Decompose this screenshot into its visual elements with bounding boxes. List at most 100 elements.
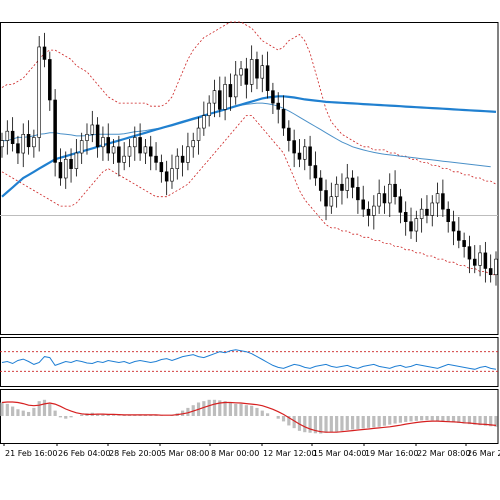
candle-body	[303, 146, 307, 160]
candle-body	[276, 102, 280, 110]
candle-body	[122, 155, 126, 163]
candle-body	[154, 155, 158, 163]
candle-body	[403, 212, 408, 222]
candle-body	[63, 158, 68, 179]
candle-body	[308, 146, 312, 166]
x-tick-label: 15 Mar 04:00	[313, 449, 366, 458]
candle-body	[249, 59, 254, 85]
candle-body	[318, 177, 323, 191]
candle-body	[478, 252, 482, 266]
candle-body	[446, 208, 450, 222]
candle-body	[127, 146, 132, 157]
moving-average-slow-line	[1, 95, 497, 198]
candle-body	[472, 258, 477, 266]
candle-body	[393, 183, 397, 198]
candle-body	[207, 102, 211, 116]
candle-body	[5, 130, 10, 141]
envelope-lower-line	[1, 115, 496, 276]
candle-body	[260, 65, 265, 79]
candle-body	[430, 202, 435, 216]
candle-body	[186, 146, 190, 163]
candle-body	[361, 199, 365, 210]
candle-body	[138, 137, 142, 154]
candle-body	[32, 137, 36, 148]
candle-body	[212, 90, 217, 104]
candle-body	[287, 127, 291, 141]
candle-body	[467, 246, 472, 260]
candle-body	[409, 221, 413, 232]
main-price-panel	[0, 21, 499, 335]
candle-body	[170, 168, 174, 182]
candle-body	[223, 84, 227, 110]
candle-body	[26, 134, 31, 148]
candle-body	[111, 146, 116, 154]
x-tick-label: 5 Mar 08:00	[161, 449, 209, 458]
candle-body	[48, 59, 52, 101]
candle-body	[191, 140, 195, 148]
candle-body	[494, 258, 498, 276]
candle-body	[239, 68, 243, 76]
candle-body	[488, 268, 493, 276]
candle-body	[297, 152, 302, 160]
candle-body	[106, 137, 110, 154]
macd-panel-frame	[0, 389, 499, 444]
candle-body	[255, 59, 259, 79]
candle-body	[366, 208, 371, 216]
candle-body	[292, 140, 296, 154]
oscillator-panel-frame	[0, 337, 499, 387]
moving-average-fast-line	[2, 102, 491, 168]
candle-body	[228, 84, 233, 98]
x-tick-label: 28 Feb 20:00	[109, 449, 161, 458]
candle-body	[345, 177, 350, 191]
candle-body	[90, 124, 95, 135]
candle-body	[398, 196, 403, 213]
x-tick-label: 22 Mar 08:00	[417, 449, 470, 458]
macd-signal-line	[1, 401, 497, 433]
candle-body	[244, 68, 249, 85]
candle-body	[441, 193, 445, 210]
candle-body	[21, 134, 26, 154]
candle-body	[133, 137, 137, 148]
candle-body	[159, 162, 164, 173]
candle-body	[350, 177, 355, 188]
candle-body	[202, 115, 206, 129]
candle-body	[79, 140, 84, 154]
candle-body	[218, 90, 222, 110]
candle-body	[164, 171, 169, 182]
candle-body	[419, 208, 424, 219]
candle-body	[175, 155, 180, 169]
candle-body	[483, 252, 488, 269]
candle-body	[372, 205, 376, 216]
candle-body	[58, 162, 63, 179]
candle-body	[53, 99, 57, 163]
candle-body	[148, 146, 153, 157]
candle-body	[425, 208, 429, 216]
candle-body	[382, 193, 387, 204]
oscillator-line	[1, 349, 497, 370]
candle-body	[281, 109, 286, 129]
candle-body	[117, 146, 121, 163]
candle-body	[265, 65, 270, 91]
envelope-upper-line	[1, 21, 497, 185]
candle-body	[196, 127, 201, 141]
candle-body	[180, 155, 185, 163]
candle-body	[16, 143, 20, 154]
x-tick-label: 26 Mar 20:00	[467, 449, 500, 458]
main-panel-frame	[0, 22, 499, 335]
candle-body	[388, 183, 392, 204]
candle-body	[0, 140, 4, 148]
candle-body	[69, 158, 73, 169]
candle-body	[42, 46, 47, 60]
candle-body	[340, 183, 344, 191]
candle-body	[95, 124, 100, 148]
x-tick-label: 26 Feb 04:00	[58, 449, 110, 458]
candle-body	[10, 130, 15, 144]
oscillator-panel	[0, 337, 499, 387]
x-tick-label: 19 Mar 16:00	[365, 449, 418, 458]
candle-body	[324, 190, 328, 207]
candle-body	[143, 146, 148, 154]
candle-body	[334, 183, 339, 198]
